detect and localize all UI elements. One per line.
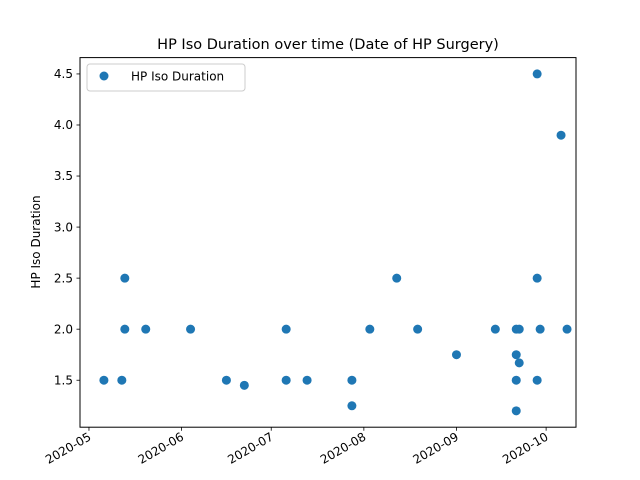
y-axis: 1.5 2.0 2.5 3.0 3.5 4.0 4.5 bbox=[54, 67, 80, 387]
y-tick-label: 2.5 bbox=[54, 271, 73, 285]
data-point bbox=[511, 375, 521, 385]
data-point bbox=[490, 324, 500, 334]
chart-title: HP Iso Duration over time (Date of HP Su… bbox=[157, 37, 499, 53]
data-point bbox=[532, 375, 542, 385]
data-point bbox=[535, 324, 545, 334]
x-tick-label: 2020-07 bbox=[225, 430, 275, 467]
data-point bbox=[556, 130, 566, 140]
data-point bbox=[532, 273, 542, 283]
data-point bbox=[514, 358, 524, 368]
data-point bbox=[347, 401, 357, 411]
legend-marker bbox=[99, 71, 109, 81]
x-tick-label: 2020-10 bbox=[500, 430, 550, 467]
x-axis: 2020-05 2020-06 2020-07 2020-08 2020-09 2020-… bbox=[43, 427, 551, 467]
data-point bbox=[239, 380, 249, 390]
y-tick-label: 4.5 bbox=[54, 67, 73, 81]
data-point bbox=[141, 324, 151, 334]
data-point bbox=[120, 324, 130, 334]
scatter-points bbox=[99, 69, 572, 416]
data-point bbox=[120, 273, 130, 283]
y-axis-label: HP Iso Duration bbox=[29, 195, 43, 288]
data-point bbox=[221, 375, 231, 385]
data-point bbox=[99, 375, 109, 385]
data-point bbox=[281, 375, 291, 385]
x-tick-label: 2020-05 bbox=[43, 430, 93, 467]
data-point bbox=[281, 324, 291, 334]
legend: HP Iso Duration bbox=[86, 63, 246, 92]
data-point bbox=[532, 69, 542, 79]
y-tick-label: 4.0 bbox=[54, 118, 73, 132]
legend-label: HP Iso Duration bbox=[131, 70, 224, 84]
data-point bbox=[302, 375, 312, 385]
data-point bbox=[347, 375, 357, 385]
y-tick-label: 1.5 bbox=[54, 373, 73, 387]
y-tick-label: 2.0 bbox=[54, 322, 73, 336]
data-point bbox=[514, 324, 524, 334]
data-point bbox=[511, 406, 521, 416]
data-point bbox=[392, 273, 402, 283]
data-point bbox=[451, 350, 461, 360]
data-point bbox=[365, 324, 375, 334]
x-tick-label: 2020-08 bbox=[318, 430, 368, 467]
y-tick-label: 3.5 bbox=[54, 169, 73, 183]
data-point bbox=[186, 324, 196, 334]
plot-frame bbox=[79, 57, 577, 428]
data-point bbox=[117, 375, 127, 385]
y-tick-label: 3.0 bbox=[54, 220, 73, 234]
x-tick-label: 2020-06 bbox=[136, 430, 186, 467]
data-point bbox=[413, 324, 423, 334]
data-point bbox=[511, 350, 521, 360]
x-tick-label: 2020-09 bbox=[411, 430, 461, 467]
data-point bbox=[562, 324, 572, 334]
legend-box bbox=[86, 63, 246, 92]
